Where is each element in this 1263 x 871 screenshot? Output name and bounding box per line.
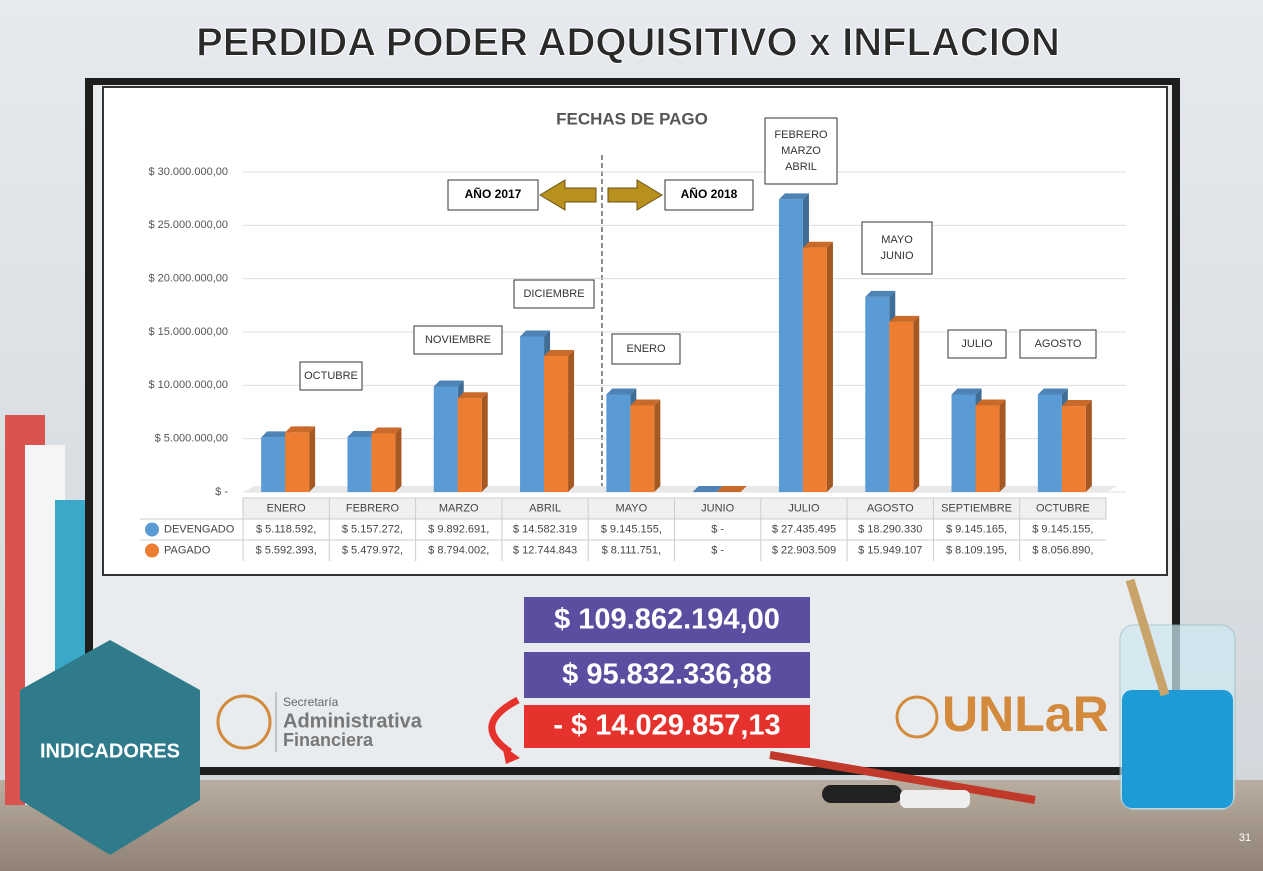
bar [371, 434, 395, 492]
annotation: JULIO [961, 338, 993, 350]
x-tick-label: MAYO [616, 502, 648, 514]
x-tick-label: ABRIL [529, 502, 561, 514]
x-tick-label: AGOSTO [867, 502, 914, 514]
bar-side [482, 392, 488, 492]
bar [865, 297, 889, 492]
x-tick-label: FEBRERO [346, 502, 400, 514]
value-label: $ 9.145.155, [601, 523, 662, 535]
bar-side [309, 426, 315, 492]
annotation: DICIEMBRE [523, 288, 584, 300]
bar-side [395, 428, 401, 492]
chart-title: FECHAS DE PAGO [556, 109, 708, 128]
bar [1062, 406, 1086, 492]
total-value: $ 95.832.336,88 [562, 659, 772, 691]
value-label: $ 9.892.691, [428, 523, 489, 535]
y-tick-label: $ 5.000.000,00 [155, 433, 228, 445]
y-tick-label: $ 15.000.000,00 [148, 326, 228, 338]
annotation: JUNIO [881, 250, 914, 262]
value-label: $ 5.479.972, [342, 544, 403, 556]
bar-side [1000, 400, 1006, 492]
bar [630, 405, 654, 492]
bar [606, 394, 630, 492]
bar [889, 322, 913, 492]
bar [952, 394, 976, 492]
logo-text: Financiera [283, 730, 374, 750]
value-label: $ 12.744.843 [513, 544, 577, 556]
value-label: $ 5.157.272, [342, 523, 403, 535]
value-label: $ 9.145.165, [946, 523, 1007, 535]
bar-side [1086, 400, 1092, 492]
y-tick-label: $ 10.000.000,00 [148, 379, 228, 391]
x-tick-label: ENERO [267, 502, 307, 514]
eraser [900, 790, 970, 808]
value-label: $ - [711, 544, 724, 556]
legend-label: PAGADO [164, 544, 211, 556]
x-tick-label: MARZO [439, 502, 479, 514]
annotation: AGOSTO [1035, 338, 1082, 350]
bar [520, 336, 544, 492]
bar [261, 437, 285, 492]
y-tick-label: $ 30.000.000,00 [148, 166, 228, 178]
y-tick-label: $ - [215, 486, 228, 498]
annotation: NOVIEMBRE [425, 334, 491, 346]
bar [285, 432, 309, 492]
legend-swatch [145, 523, 159, 537]
bar-side [913, 316, 919, 492]
annotation: MARZO [781, 145, 821, 157]
page: PERDIDA PODER ADQUISITIVO x INFLACION FE… [0, 0, 1263, 871]
marker [822, 785, 902, 803]
y-tick-label: $ 20.000.000,00 [148, 273, 228, 285]
value-label: $ 8.109.195, [946, 544, 1007, 556]
value-label: $ 27.435.495 [772, 523, 836, 535]
bar-side [827, 242, 833, 492]
value-label: $ 8.794.002, [428, 544, 489, 556]
bar-side [654, 399, 660, 492]
legend-swatch [145, 544, 159, 558]
section-label: INDICADORES [40, 740, 180, 762]
value-label: $ 15.949.107 [858, 544, 922, 556]
bar [544, 356, 568, 492]
x-tick-label: OCTUBRE [1036, 502, 1090, 514]
x-tick-label: SEPTIEMBRE [941, 502, 1012, 514]
slide: PERDIDA PODER ADQUISITIVO x INFLACION FE… [0, 0, 1263, 871]
bar [458, 398, 482, 492]
year-label: AÑO 2017 [465, 186, 522, 201]
annotation: FEBRERO [774, 129, 828, 141]
year-label: AÑO 2018 [681, 186, 738, 201]
total-value: $ 109.862.194,00 [554, 604, 780, 636]
logo-text: Secretaría [283, 695, 339, 709]
logo-unlar: UNLaR [942, 686, 1109, 742]
slide-title: PERDIDA PODER ADQUISITIVO x INFLACION [196, 21, 1060, 65]
x-tick-label: JULIO [788, 502, 820, 514]
bar [976, 406, 1000, 492]
value-label: $ 9.145.155, [1032, 523, 1093, 535]
legend-label: DEVENGADO [164, 523, 235, 535]
value-label: $ 5.118.592, [256, 523, 316, 535]
value-label: $ 5.592.393, [256, 544, 317, 556]
x-tick-label: JUNIO [701, 502, 734, 514]
value-label: $ 14.582.319 [513, 523, 577, 535]
y-tick-label: $ 25.000.000,00 [148, 219, 228, 231]
bar [347, 437, 371, 492]
value-label: $ 8.111.751, [602, 544, 662, 556]
value-label: $ 18.290.330 [858, 523, 922, 535]
jar-water [1122, 690, 1233, 808]
annotation: MAYO [881, 234, 913, 246]
annotation: ENERO [626, 343, 666, 355]
annotation: OCTUBRE [304, 370, 358, 382]
bar [434, 386, 458, 492]
bar [803, 248, 827, 492]
value-label: $ - [711, 523, 724, 535]
bar [779, 199, 803, 492]
value-label: $ 8.056.890, [1032, 544, 1093, 556]
bar [1038, 394, 1062, 492]
annotation-box [862, 222, 932, 274]
page-number: 31 [1239, 832, 1251, 844]
annotation: ABRIL [785, 161, 817, 173]
value-label: $ 22.903.509 [772, 544, 836, 556]
total-value: - $ 14.029.857,13 [553, 710, 780, 742]
bar-side [568, 350, 574, 492]
